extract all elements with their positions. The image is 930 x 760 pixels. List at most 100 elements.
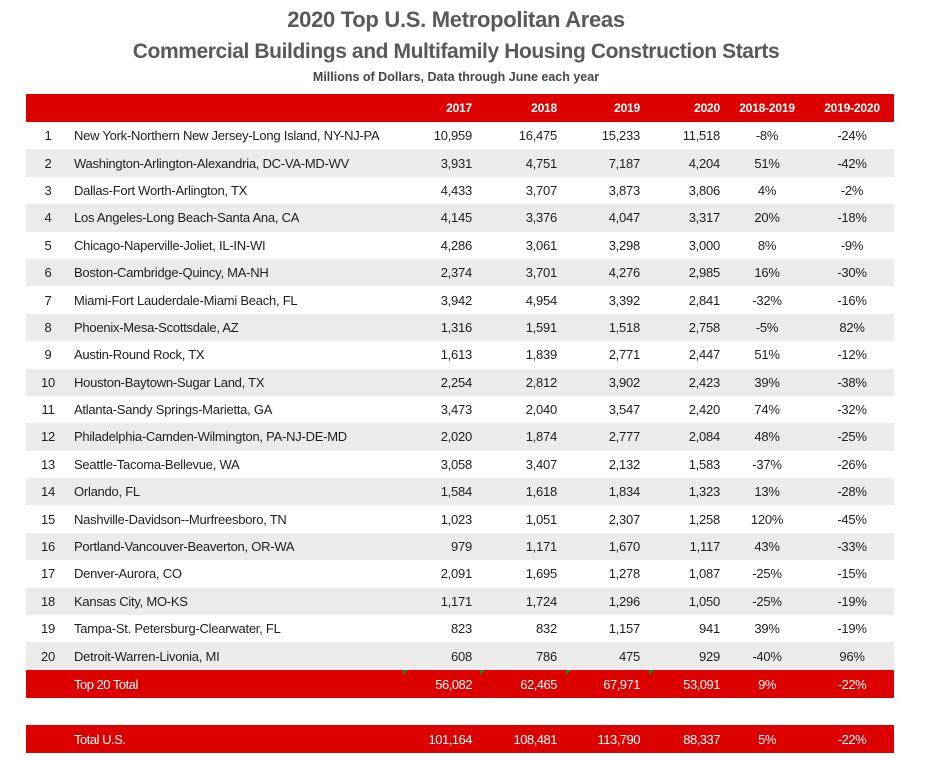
header-2017: 2017 bbox=[446, 101, 472, 115]
cell-y2017: 2,374 bbox=[440, 265, 473, 281]
cell-y2018: 2,040 bbox=[525, 402, 558, 418]
cell-metro: Austin-Round Rock, TX bbox=[74, 347, 205, 363]
cell-y2017: 2,254 bbox=[440, 374, 473, 390]
cell-chg-2019-2020: -38% bbox=[837, 374, 867, 390]
cell-rank: 19 bbox=[41, 621, 55, 637]
error-indicator-icon bbox=[649, 670, 654, 675]
cell-y2018: 1,051 bbox=[525, 511, 558, 527]
cell-metro: Portland-Vancouver-Beaverton, OR-WA bbox=[74, 539, 295, 555]
cell-rank: 20 bbox=[41, 648, 55, 664]
cell-chg-2019-2020: -33% bbox=[837, 539, 867, 555]
table-row: 20 Detroit-Warren-Livonia, MI 608 786 475 929… bbox=[26, 642, 894, 670]
cell-metro: New York-Northern New Jersey-Long Island… bbox=[74, 128, 380, 144]
cell-y2018: 832 bbox=[536, 621, 557, 637]
cell-chg-2018-2019: 9% bbox=[758, 676, 776, 692]
cell-chg-2018-2019: 48% bbox=[754, 429, 780, 445]
table-row: 3 Dallas-Fort Worth-Arlington, TX 4,433 3,7… bbox=[26, 176, 894, 205]
table-row: 5 Chicago-Naperville-Joliet, IL-IN-WI 4,28… bbox=[26, 231, 894, 259]
cell-chg-2019-2020: -9% bbox=[840, 237, 864, 253]
cell-chg-2019-2020: 96% bbox=[839, 648, 865, 664]
cell-chg-2018-2019: -5% bbox=[755, 319, 779, 335]
cell-metro: Phoenix-Mesa-Scottsdale, AZ bbox=[74, 319, 239, 335]
cell-chg-2018-2019: 120% bbox=[750, 511, 784, 527]
cell-y2020: 1,258 bbox=[688, 511, 721, 527]
cell-y2018: 1,874 bbox=[525, 429, 558, 445]
cell-chg-2019-2020: -24% bbox=[837, 128, 867, 144]
cell-chg-2019-2020: -18% bbox=[837, 210, 867, 226]
cell-metro: Los Angeles-Long Beach-Santa Ana, CA bbox=[74, 210, 300, 226]
cell-y2020: 88,337 bbox=[683, 731, 720, 747]
table-row: 15 Nashville-Davidson--Murfreesboro, TN 1,… bbox=[26, 505, 894, 533]
cell-y2019: 1,670 bbox=[608, 539, 641, 555]
table-row: 19 Tampa-St. Petersburg-Clearwater, FL 823… bbox=[26, 615, 894, 643]
cell-metro: Washington-Arlington-Alexandria, DC-VA-M… bbox=[74, 155, 350, 171]
cell-rank: 10 bbox=[41, 374, 55, 390]
cell-rank: 16 bbox=[41, 539, 55, 555]
cell-chg-2018-2019: 13% bbox=[754, 484, 780, 500]
header-2020: 2020 bbox=[694, 101, 720, 115]
cell-metro: Boston-Cambridge-Quincy, MA-NH bbox=[74, 265, 269, 281]
cell-y2020: 2,447 bbox=[688, 347, 721, 363]
cell-y2018: 3,061 bbox=[525, 237, 558, 253]
table-row: 10 Houston-Baytown-Sugar Land, TX 2,254 2,8… bbox=[26, 368, 894, 396]
cell-y2020: 2,420 bbox=[688, 402, 721, 418]
cell-rank: 3 bbox=[44, 182, 52, 198]
cell-y2017: 3,058 bbox=[440, 456, 473, 472]
cell-y2019: 3,547 bbox=[608, 402, 641, 418]
cell-y2018: 3,407 bbox=[525, 456, 558, 472]
cell-y2020: 1,117 bbox=[689, 539, 721, 555]
cell-metro: Detroit-Warren-Livonia, MI bbox=[74, 648, 220, 664]
cell-y2018: 108,481 bbox=[513, 731, 558, 747]
cell-y2018: 4,954 bbox=[525, 292, 558, 308]
cell-y2018: 1,591 bbox=[525, 319, 558, 335]
cell-y2019: 1,518 bbox=[608, 319, 641, 335]
cell-metro: Kansas City, MO-KS bbox=[74, 593, 188, 609]
cell-y2019: 3,298 bbox=[608, 237, 641, 253]
cell-y2019: 1,834 bbox=[608, 484, 641, 500]
cell-chg-2019-2020: -32% bbox=[837, 402, 867, 418]
table-header: 2017 2018 2019 2020 2018-2019 2019-2020 bbox=[26, 94, 894, 122]
cell-metro: Tampa-St. Petersburg-Clearwater, FL bbox=[74, 621, 281, 637]
cell-y2018: 4,751 bbox=[525, 155, 558, 171]
cell-y2019: 3,392 bbox=[608, 292, 641, 308]
cell-y2019: 15,233 bbox=[601, 128, 641, 144]
cell-y2017: 3,931 bbox=[440, 155, 473, 171]
table-row: 16 Portland-Vancouver-Beaverton, OR-WA 979… bbox=[26, 532, 894, 561]
top20-total-row: Top 20 Total 56,082 62,465 67,971 53,091… bbox=[26, 670, 894, 698]
cell-y2020: 2,084 bbox=[688, 429, 721, 445]
cell-y2020: 2,841 bbox=[688, 292, 721, 308]
cell-rank: 7 bbox=[44, 292, 52, 308]
cell-y2018: 1,695 bbox=[525, 566, 558, 582]
cell-y2020: 2,985 bbox=[688, 265, 721, 281]
cell-y2019: 2,777 bbox=[608, 429, 641, 445]
table-row: 18 Kansas City, MO-KS 1,171 1,724 1,296 1,050… bbox=[26, 587, 894, 616]
cell-chg-2018-2019: 20% bbox=[754, 210, 780, 226]
cell-y2017: 608 bbox=[451, 648, 472, 664]
cell-chg-2019-2020: -22% bbox=[837, 676, 867, 692]
cell-y2017: 1,171 bbox=[440, 593, 473, 609]
cell-chg-2018-2019: 39% bbox=[754, 621, 780, 637]
cell-y2020: 3,317 bbox=[688, 210, 721, 226]
error-indicator-icon bbox=[480, 670, 485, 675]
table-row: 2 Washington-Arlington-Alexandria, DC-VA-… bbox=[26, 149, 894, 177]
cell-rank: 6 bbox=[44, 265, 52, 281]
cell-y2019: 1,278 bbox=[608, 566, 641, 582]
cell-chg-2018-2019: 5% bbox=[758, 731, 776, 747]
cell-y2020: 2,423 bbox=[688, 374, 721, 390]
cell-y2019: 7,187 bbox=[608, 155, 641, 171]
cell-y2019: 3,902 bbox=[608, 374, 641, 390]
cell-y2018: 1,839 bbox=[525, 347, 558, 363]
cell-y2019: 3,873 bbox=[608, 182, 641, 198]
cell-chg-2019-2020: -28% bbox=[837, 484, 867, 500]
error-indicator-icon bbox=[566, 670, 571, 675]
cell-rank: 8 bbox=[44, 319, 52, 335]
cell-y2019: 2,771 bbox=[608, 347, 641, 363]
cell-y2020: 1,323 bbox=[688, 484, 721, 500]
chart-subtitle: Millions of Dollars, Data through June e… bbox=[312, 70, 600, 84]
cell-y2020: 3,000 bbox=[688, 237, 721, 253]
table-row: 17 Denver-Aurora, CO 2,091 1,695 1,278 1,087 -… bbox=[26, 560, 894, 588]
cell-chg-2019-2020: -22% bbox=[837, 731, 867, 747]
cell-chg-2018-2019: -25% bbox=[752, 566, 782, 582]
cell-rank: 1 bbox=[44, 128, 52, 144]
chart-title: 2020 Top U.S. Metropolitan Areas bbox=[287, 7, 625, 32]
